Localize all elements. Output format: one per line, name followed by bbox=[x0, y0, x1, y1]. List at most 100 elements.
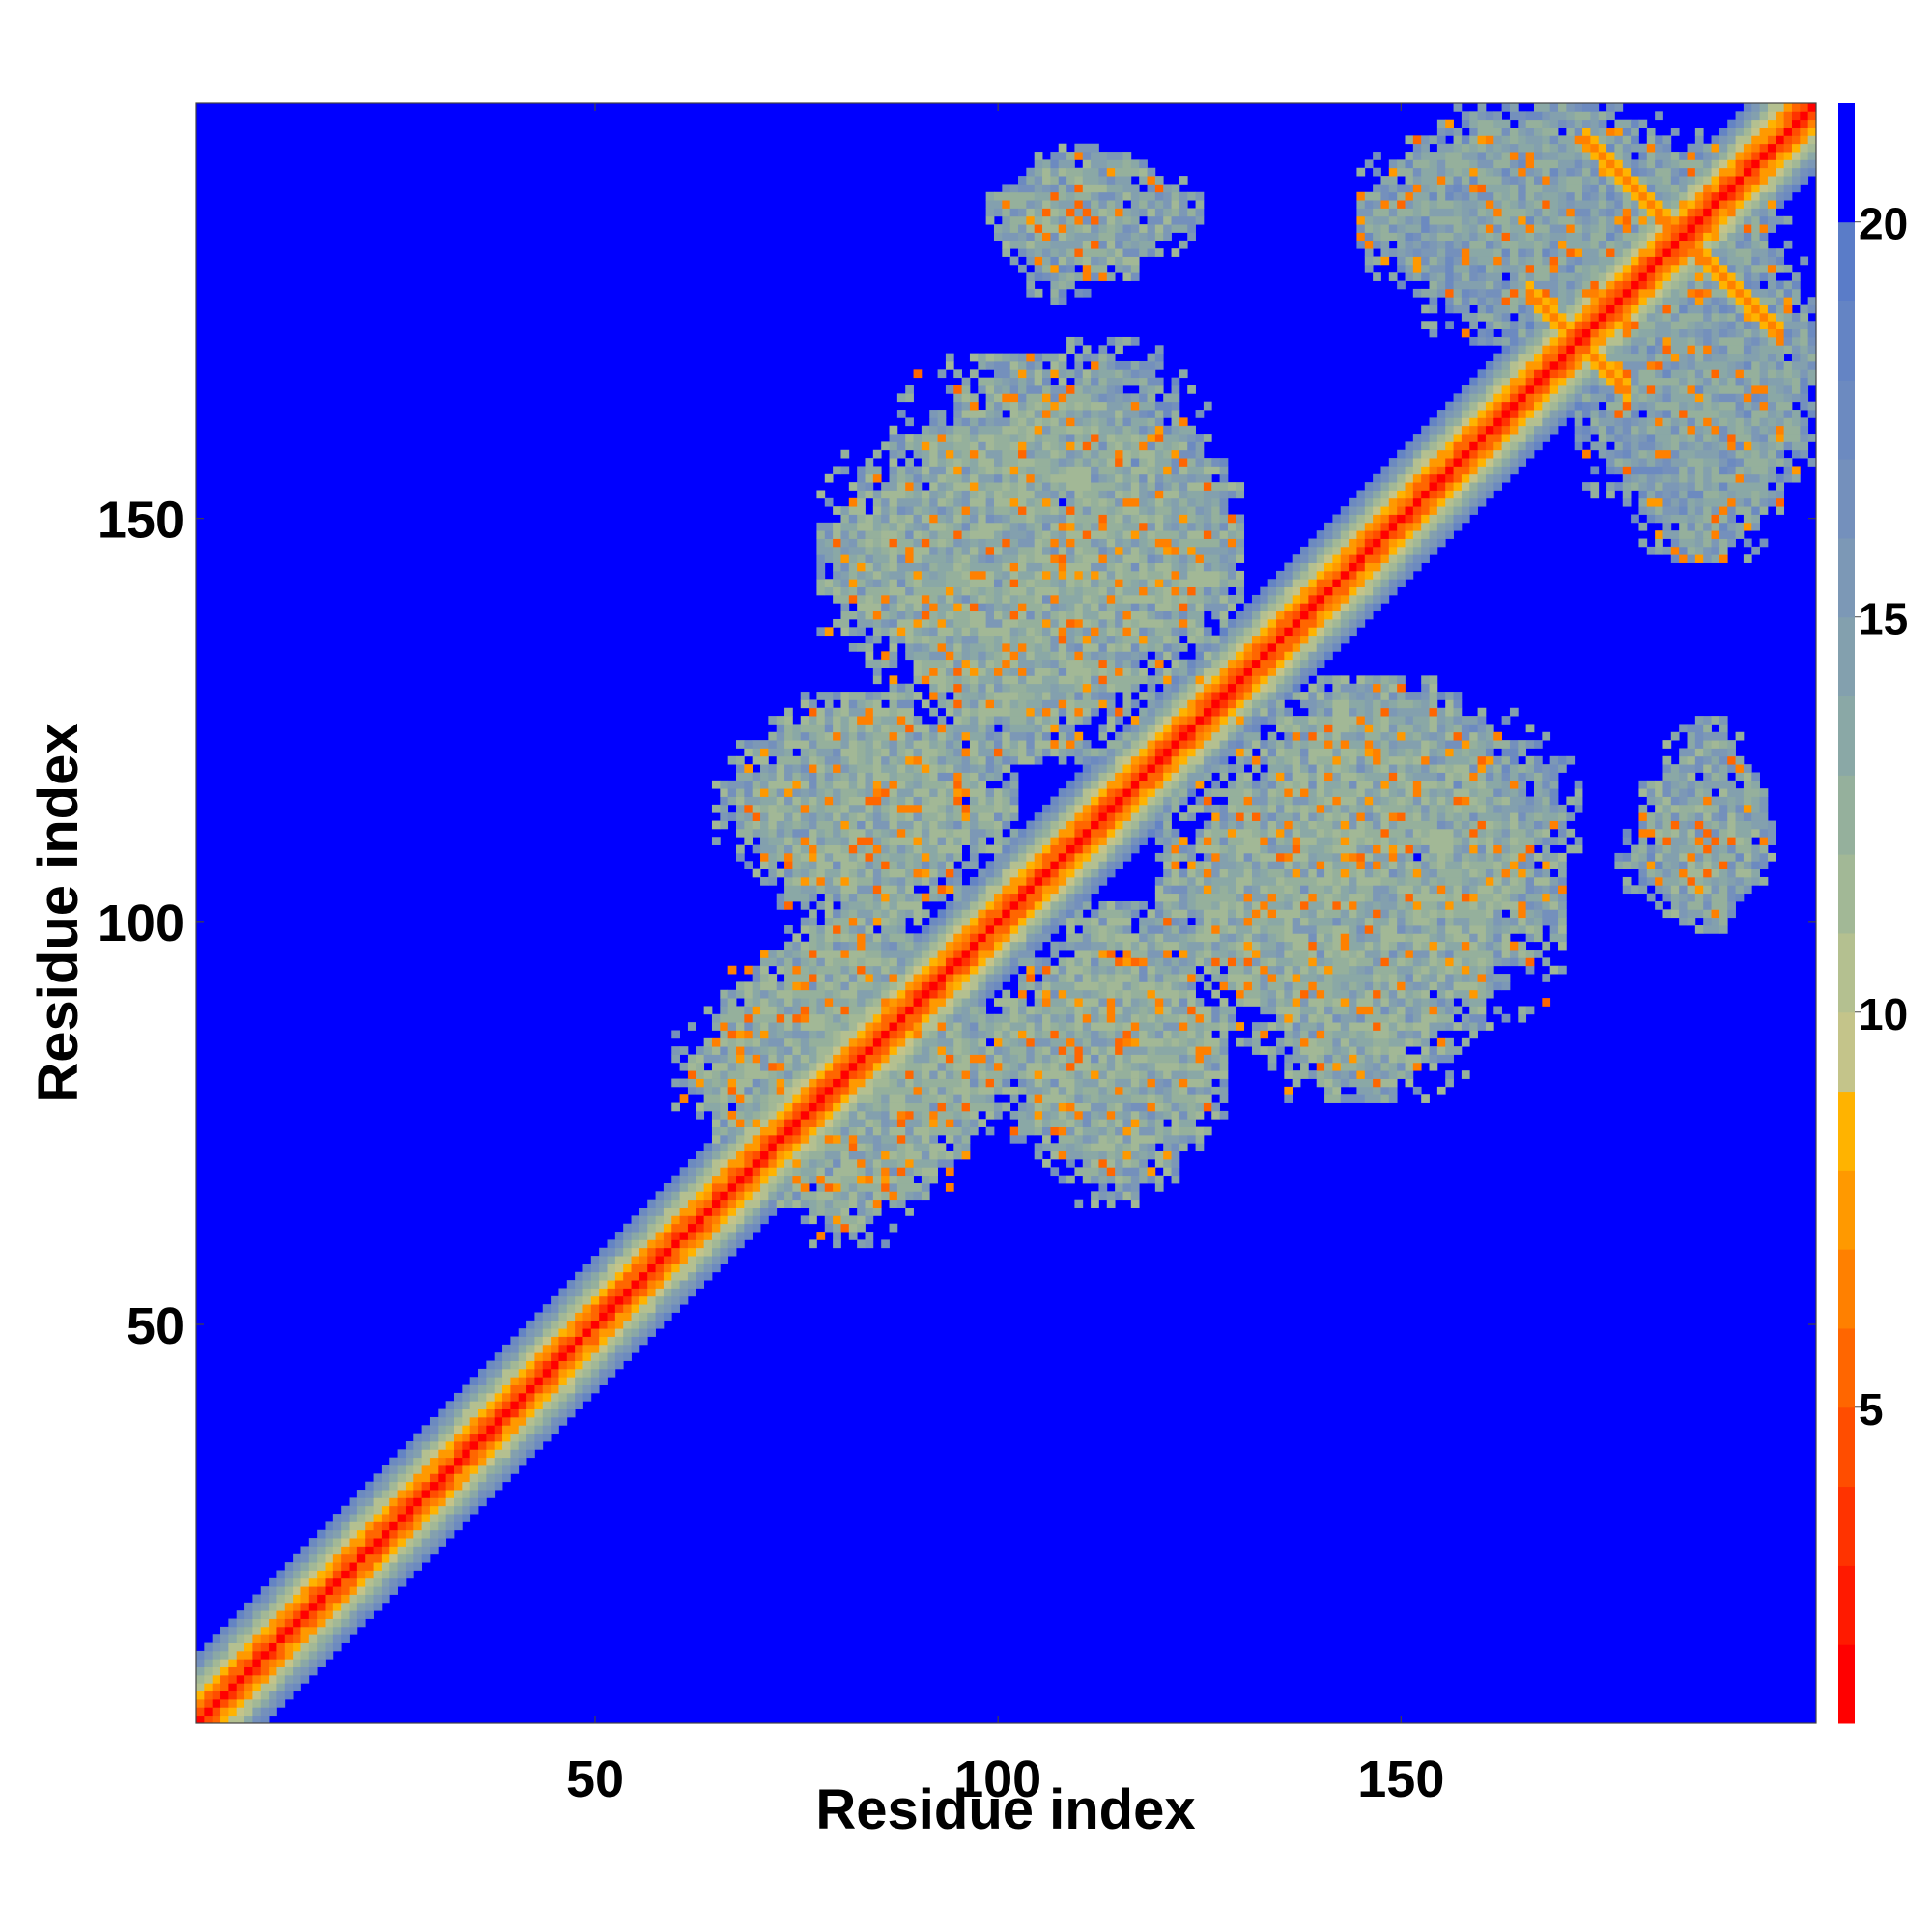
heatmap-cell bbox=[1493, 1006, 1503, 1015]
heatmap-cell bbox=[800, 1215, 810, 1225]
heatmap-cell bbox=[816, 981, 826, 991]
heatmap-cell bbox=[300, 1634, 310, 1643]
heatmap-cell bbox=[833, 917, 850, 926]
heatmap-cell bbox=[711, 1126, 721, 1136]
heatmap-cell bbox=[1058, 837, 1067, 845]
heatmap-cell bbox=[1469, 925, 1487, 934]
heatmap-cell bbox=[438, 1440, 447, 1450]
heatmap-cell bbox=[1412, 917, 1430, 926]
heatmap-cell bbox=[1525, 876, 1535, 886]
heatmap-cell bbox=[872, 885, 882, 895]
heatmap-cell bbox=[1130, 796, 1140, 806]
heatmap-cell bbox=[1525, 900, 1535, 910]
heatmap-cell bbox=[1139, 1037, 1164, 1047]
heatmap-cell bbox=[1106, 1110, 1116, 1120]
heatmap-cell bbox=[1421, 788, 1430, 797]
heatmap-cell bbox=[809, 909, 817, 919]
heatmap-cell bbox=[1154, 1022, 1164, 1031]
heatmap-cell bbox=[566, 1360, 576, 1370]
heatmap-cell bbox=[356, 1594, 366, 1604]
heatmap-cell bbox=[341, 1562, 350, 1571]
heatmap-cell bbox=[1388, 788, 1398, 797]
heatmap-cell bbox=[1308, 844, 1325, 854]
heatmap-cell bbox=[1098, 844, 1108, 854]
heatmap-cell bbox=[696, 1062, 705, 1071]
heatmap-cell bbox=[542, 1384, 552, 1394]
heatmap-cell bbox=[631, 1320, 640, 1329]
heatmap-cell bbox=[865, 933, 874, 943]
heatmap-cell bbox=[1130, 1126, 1140, 1136]
heatmap-cell bbox=[857, 812, 866, 821]
heatmap-cell bbox=[961, 900, 971, 910]
heatmap-cell bbox=[1115, 1110, 1123, 1120]
heatmap-cell bbox=[969, 1094, 987, 1103]
heatmap-cell bbox=[1098, 1191, 1108, 1201]
heatmap-cell bbox=[961, 974, 971, 982]
heatmap-cell bbox=[421, 1521, 431, 1531]
heatmap-cell bbox=[840, 1094, 850, 1103]
heatmap-cell bbox=[1042, 1078, 1051, 1088]
heatmap-cell bbox=[1614, 861, 1624, 870]
heatmap-cell bbox=[896, 1110, 906, 1120]
heatmap-cell bbox=[768, 989, 778, 999]
heatmap-cell bbox=[1356, 837, 1366, 845]
heatmap-cell bbox=[349, 1626, 358, 1635]
heatmap-cell bbox=[809, 868, 817, 878]
heatmap-cell bbox=[800, 1062, 810, 1071]
heatmap-cell bbox=[1646, 780, 1656, 789]
heatmap-cell bbox=[1509, 876, 1519, 886]
heatmap-cell bbox=[1066, 900, 1075, 910]
heatmap-cell bbox=[1154, 812, 1164, 821]
heatmap-cell bbox=[865, 917, 874, 926]
heatmap-cell bbox=[1300, 788, 1309, 797]
heatmap-cell bbox=[1260, 820, 1269, 830]
heatmap-cell bbox=[1308, 909, 1318, 919]
heatmap-cell bbox=[1501, 780, 1511, 789]
heatmap-cell bbox=[1179, 1054, 1188, 1064]
heatmap-cell bbox=[865, 1037, 874, 1047]
heatmap-cell bbox=[953, 1070, 963, 1079]
heatmap-cell bbox=[1251, 1030, 1261, 1039]
heatmap-cell bbox=[720, 1158, 729, 1168]
heatmap-cell bbox=[1267, 844, 1277, 854]
heatmap-cell bbox=[1147, 828, 1156, 838]
heatmap-cell bbox=[921, 796, 930, 806]
heatmap-cell bbox=[833, 1119, 841, 1127]
heatmap-cell bbox=[865, 1013, 874, 1023]
heatmap-cell bbox=[1122, 1046, 1148, 1055]
heatmap-cell bbox=[760, 1134, 769, 1144]
heatmap-cell bbox=[1163, 1110, 1172, 1120]
heatmap-cell bbox=[1236, 804, 1261, 813]
heatmap-cell bbox=[1227, 780, 1236, 789]
heatmap-cell bbox=[1163, 868, 1172, 878]
heatmap-cell bbox=[1735, 828, 1752, 838]
heatmap-cell bbox=[969, 1126, 979, 1136]
heatmap-cell bbox=[1380, 1006, 1390, 1015]
heatmap-cell bbox=[542, 1392, 552, 1402]
heatmap-cell bbox=[1187, 1110, 1196, 1120]
heatmap-cell bbox=[865, 965, 874, 975]
heatmap-cell bbox=[1211, 957, 1220, 967]
heatmap-cell bbox=[1727, 828, 1736, 838]
heatmap-cell bbox=[1316, 1022, 1325, 1031]
heatmap-cell bbox=[833, 772, 841, 781]
heatmap-cell bbox=[840, 1175, 858, 1184]
heatmap-cell bbox=[929, 1102, 938, 1112]
heatmap-cell bbox=[1058, 1030, 1067, 1039]
heatmap-cell bbox=[816, 780, 826, 789]
heatmap-cell bbox=[1251, 957, 1261, 967]
heatmap-cell bbox=[1485, 917, 1494, 926]
heatmap-cell bbox=[1106, 868, 1116, 878]
heatmap-cell bbox=[840, 1054, 850, 1064]
heatmap-cell bbox=[1130, 1086, 1140, 1095]
heatmap-cell bbox=[816, 1062, 826, 1071]
heatmap-cell bbox=[293, 1577, 301, 1587]
heatmap-cell bbox=[881, 933, 890, 943]
heatmap-cell bbox=[317, 1553, 326, 1563]
heatmap-cell bbox=[768, 1054, 778, 1064]
heatmap-cell bbox=[1453, 796, 1463, 806]
heatmap-cell bbox=[1445, 1037, 1454, 1047]
heatmap-cell bbox=[711, 1256, 721, 1264]
heatmap-cell bbox=[1469, 1006, 1478, 1015]
heatmap-cell bbox=[945, 950, 954, 958]
